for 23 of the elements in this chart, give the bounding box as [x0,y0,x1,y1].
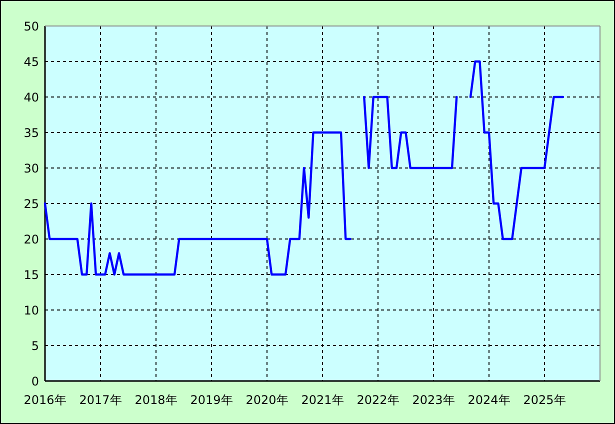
x-tick-label: 2018年 [134,393,178,407]
y-tick-label: 25 [24,197,39,211]
y-tick-label: 15 [24,268,39,282]
y-tick-label: 10 [24,304,39,318]
x-tick-label: 2016年 [24,393,66,407]
x-tick-label: 2020年 [246,393,288,407]
x-tick-label: 2022年 [356,393,400,407]
y-tick-label: 40 [24,90,39,104]
x-tick-label: 2019年 [190,393,233,407]
y-tick-label: 45 [24,55,39,69]
line-series [469,60,564,240]
y-tick-label: 20 [24,232,39,246]
x-tick-label: 2021年 [301,393,344,407]
y-tick-label: 0 [31,374,39,388]
x-tick-label: 2017年 [79,393,122,407]
y-tick-label: 50 [24,20,39,34]
y-tick-label: 35 [24,126,39,140]
x-tick-label: 2025年 [523,393,566,407]
line-series [44,131,352,276]
y-tick-label: 5 [31,339,39,353]
x-tick-label: 2024年 [468,393,510,407]
x-tick-label: 2023年 [412,393,455,407]
y-tick-label: 30 [24,162,39,176]
